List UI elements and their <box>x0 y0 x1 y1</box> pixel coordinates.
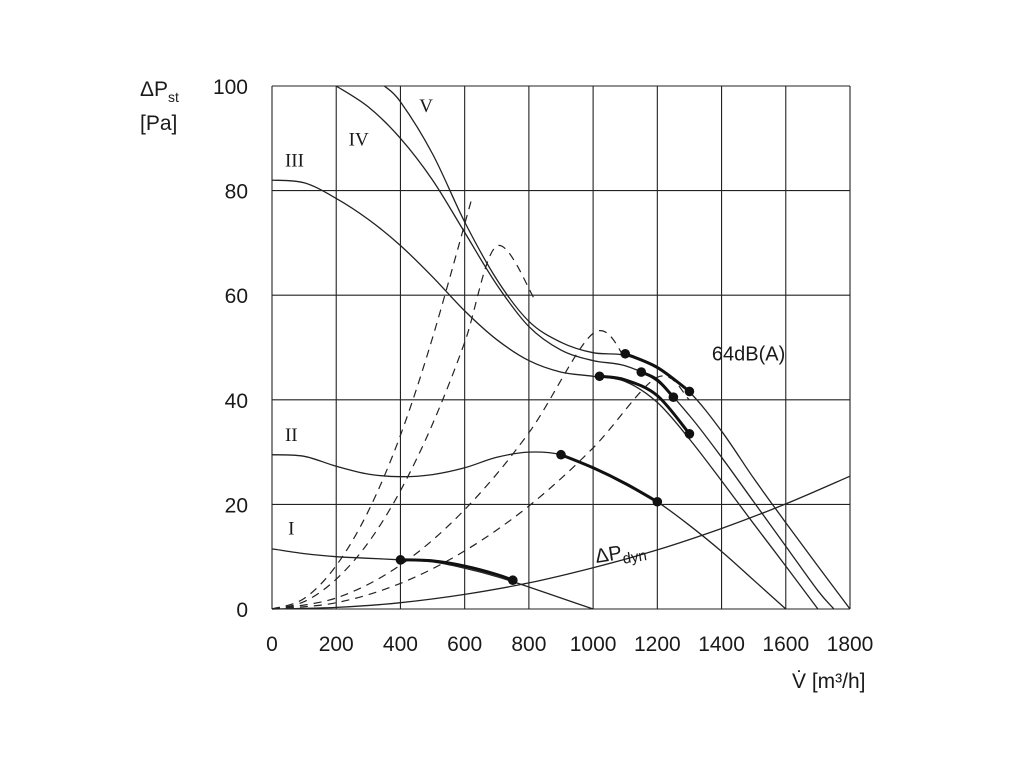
system-curves <box>271 200 690 610</box>
x-tick-label: 0 <box>266 633 278 656</box>
y-tick-label: 60 <box>225 285 248 308</box>
noise-point <box>556 449 566 460</box>
noise-segment <box>559 453 659 504</box>
dpdyn-label: ΔPdyn <box>594 538 648 572</box>
series-line-iii <box>271 179 819 610</box>
noise-segment <box>398 558 515 582</box>
curve-label: II <box>285 425 298 446</box>
x-axis-label: V̇ [m³/h] <box>792 670 866 693</box>
series-line-v <box>383 85 851 610</box>
system-curve-dashed <box>271 330 626 610</box>
noise-segment <box>598 374 691 436</box>
x-tick-label: 400 <box>383 633 418 656</box>
series-line-ii <box>271 451 787 610</box>
y-axis-label-line1: ΔPst <box>140 78 179 105</box>
noise-point <box>395 555 406 565</box>
x-tick-label: 1800 <box>827 633 874 656</box>
x-tick-label: 1200 <box>634 633 681 656</box>
noise-point <box>636 367 647 377</box>
grid <box>271 85 851 610</box>
curve-label: IV <box>349 130 369 151</box>
y-tick-label: 20 <box>225 494 248 517</box>
noise-point <box>668 392 679 402</box>
x-tick-label: 200 <box>319 633 354 656</box>
y-tick-label: 0 <box>236 599 248 622</box>
system-curve-dashed <box>271 245 536 610</box>
y-tick-label: 80 <box>225 181 248 204</box>
noise-point <box>684 428 695 439</box>
series-line-iv <box>335 85 835 610</box>
noise-segments <box>395 348 695 586</box>
noise-segment <box>623 352 691 393</box>
y-axis-label-line2: [Pa] <box>140 112 177 135</box>
y-tick-label: 100 <box>213 76 248 99</box>
noise-point <box>620 348 631 359</box>
x-tick-label: 600 <box>447 633 482 656</box>
y-tick-label: 40 <box>225 390 248 413</box>
x-tick-label: 1000 <box>570 633 617 656</box>
noise-point <box>594 371 605 382</box>
system-curve-dashed <box>271 200 472 610</box>
noise-point <box>508 575 518 586</box>
x-tick-label: 1400 <box>698 633 745 656</box>
x-tick-label: 800 <box>511 633 546 656</box>
curve-label: III <box>285 151 304 172</box>
noise-level-annotation: 64dB(A) <box>712 344 785 366</box>
series-line-dpdyn <box>271 475 851 610</box>
curve-label: I <box>288 519 294 540</box>
system-curve-dashed <box>271 375 690 610</box>
noise-point <box>684 386 695 397</box>
noise-point <box>652 496 663 507</box>
tick-labels: 0 200 400 600 800 1000 1200 1400 1600 1800 0 20 40 60… <box>213 76 873 656</box>
fan-curves <box>271 85 851 610</box>
x-tick-label: 1600 <box>762 633 809 656</box>
curve-label: V <box>419 96 433 117</box>
